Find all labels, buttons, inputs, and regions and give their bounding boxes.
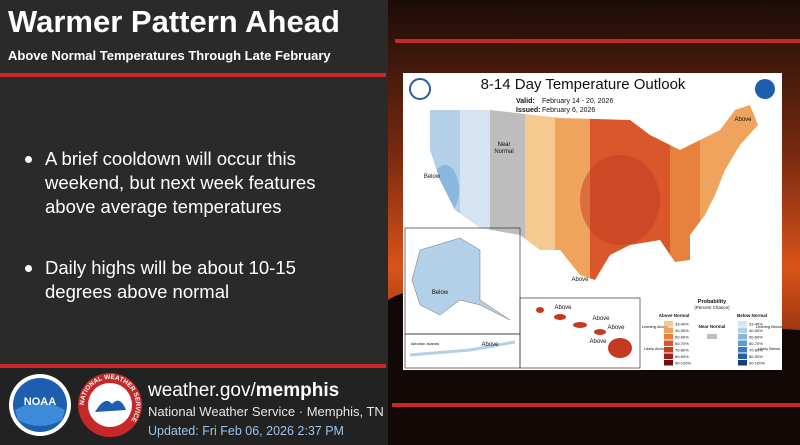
red-bar [392,403,800,407]
map-label: Aleutian Islands [411,341,439,346]
issued-label: Issued: [516,107,541,114]
legend-text: (Percent Chance) [694,305,730,310]
legend-swatch [738,360,747,366]
legend-swatch [707,334,717,339]
hawaii-inset [519,297,641,369]
url-prefix: weather.gov/ [148,380,256,401]
website[interactable]: weather.gov/memphis [148,380,339,402]
legend-bin-label: 90-100% [675,361,691,366]
legend-swatch [738,334,747,340]
legend-text: Leaning Above [642,324,669,329]
map-label: Above [734,117,752,123]
valid-dates: February 14 - 20, 2026 [542,98,613,105]
map-label: Below [424,174,441,180]
legend-swatch [664,347,673,353]
legend-bin-label: 33-40% [675,322,689,327]
alaska [411,237,511,321]
nws-cloud [95,400,126,412]
legend-text: Likely Above [644,346,667,351]
map-label: Above [481,342,499,348]
map-label: Near [497,142,510,148]
legend-text: Leaning Below [756,324,782,329]
hawaii [536,307,632,358]
bullet: Daily highs will be about 10-15 degrees … [25,256,350,304]
legend-bin-label: 80-90% [749,354,763,359]
doc-logo [409,78,431,100]
updated: Updated: Fri Feb 06, 2026 2:37 PM [148,424,344,438]
aleutians [409,340,516,357]
legend-bin-label: 60-70% [749,341,763,346]
legend-swatch [738,327,747,333]
legend-bin-label: 50-60% [749,335,763,340]
legend-bin-label: 40-50% [675,328,689,333]
issued-date: February 6, 2026 [542,107,595,114]
red-bar [395,39,800,43]
office: National Weather Service · Memphis, TN [148,404,384,419]
legend-swatch [738,347,747,353]
bullet-text: Daily highs will be about 10-15 degrees … [45,257,296,302]
legend-swatch [738,340,747,346]
map-label: Above [589,339,607,345]
legend-text: Near Normal [699,324,726,329]
map-label: Normal [494,149,513,155]
legend-text: Below Normal [737,313,767,318]
legend-swatch [738,353,747,359]
legend-bin-label: 40-50% [749,328,763,333]
noaa-mini-logo [755,79,775,99]
red-bar [0,73,386,77]
legend-bin-label: 50-60% [675,335,689,340]
valid-label: Valid: [516,98,535,105]
legend-swatch [738,321,747,327]
map-label: Above [554,305,572,311]
legend-swatch [664,340,673,346]
legend-swatch [664,360,673,366]
legend-swatch [664,334,673,340]
map-label: Below [432,290,449,296]
red-bar [0,364,386,368]
bullet: A brief cooldown will occur this weekend… [25,147,350,219]
legend-text: Above Normal [659,313,690,318]
legend-bin-label: 90-100% [749,361,765,366]
subtitle: Above Normal Temperatures Through Late F… [8,48,331,63]
legend-bin-label: 70-80% [675,348,689,353]
legend-bin-label: 33-40% [749,322,763,327]
noaa-text: NOAA [24,396,56,408]
legend-text: Likely Below [758,346,780,351]
noaa-wave [15,402,65,426]
map-title: 8-14 Day Temperature Outlook [481,76,686,93]
legend-swatch [664,327,673,333]
legend-text: Probability [698,299,727,305]
url-bold: memphis [255,380,340,401]
bullet-text: A brief cooldown will occur this weekend… [45,148,316,217]
legend-bin-label: 80-90% [675,354,689,359]
legend-swatch [664,353,673,359]
legend-bin-label: 70-80% [749,348,763,353]
map-label: Above [592,316,610,322]
map-label: Above [571,277,589,283]
legend-swatch [664,321,673,327]
legend-bin-label: 60-70% [675,341,689,346]
title: Warmer Pattern Ahead [8,4,340,39]
map-label: Above [607,325,625,331]
